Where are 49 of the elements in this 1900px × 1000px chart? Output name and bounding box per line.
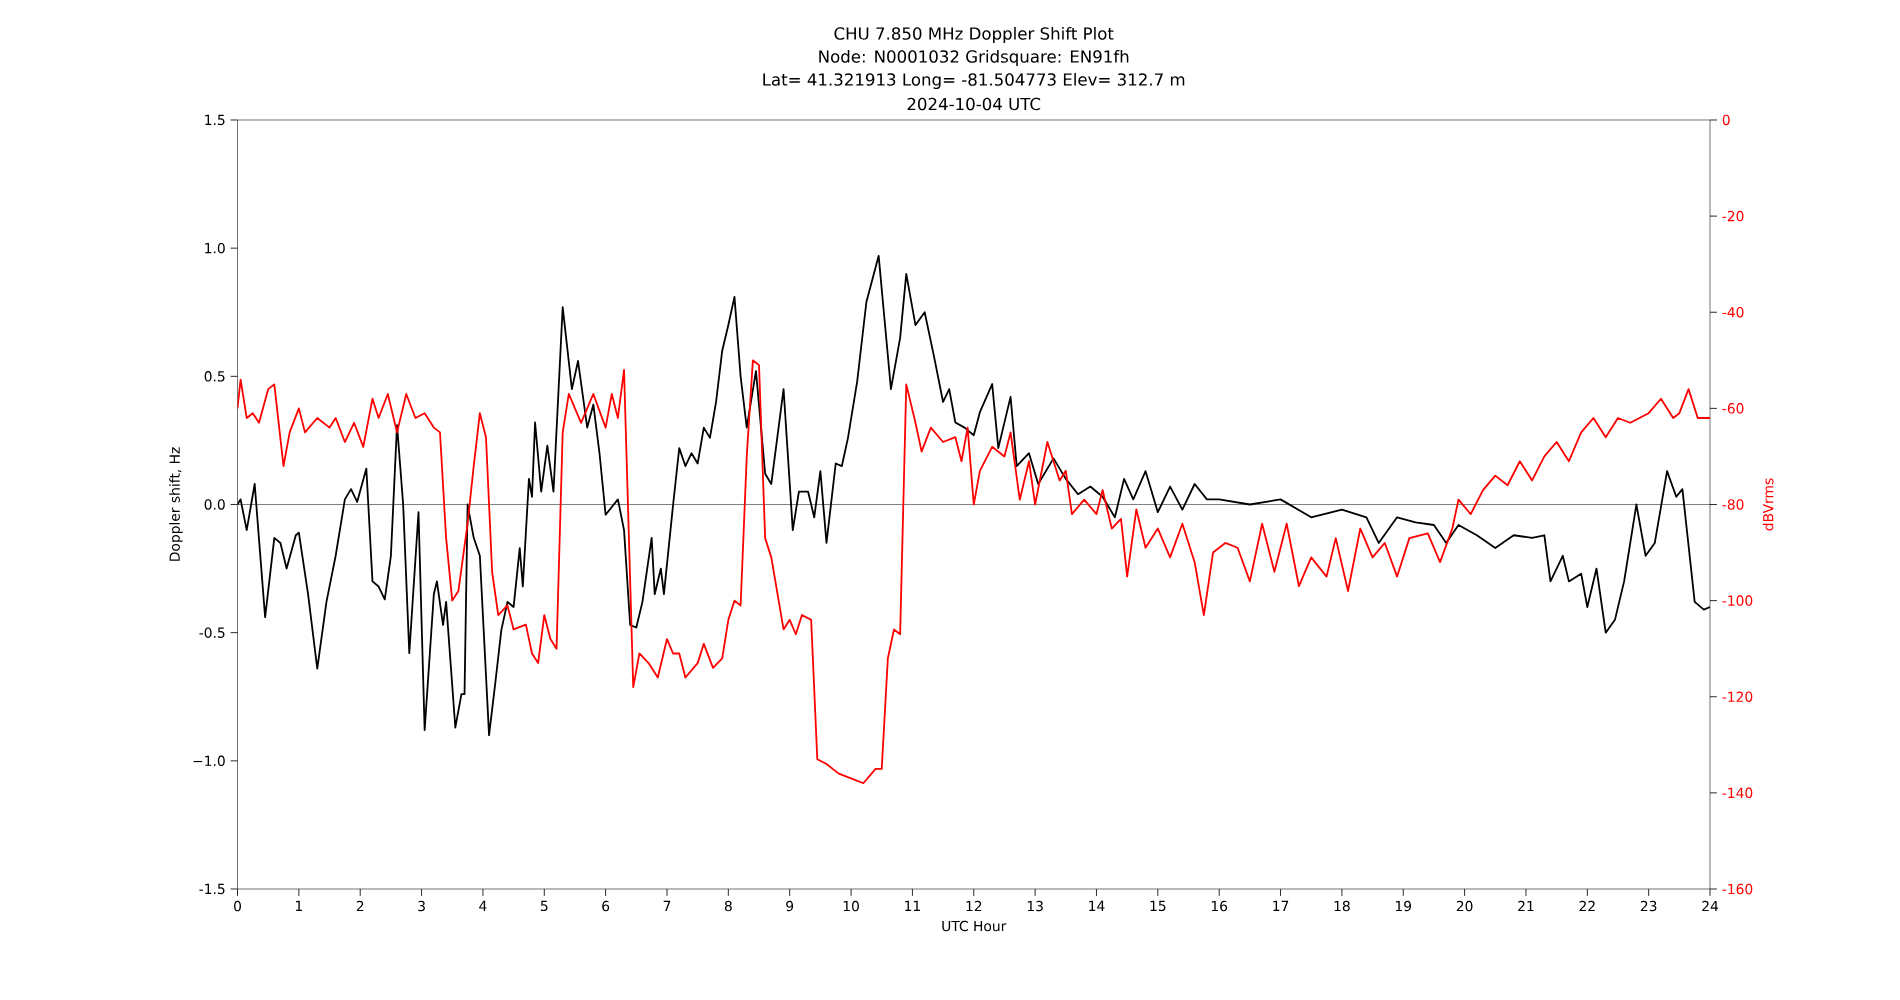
x-tick-label: 5 — [540, 900, 548, 912]
x-tick-label: 3 — [418, 900, 425, 912]
y-tick-label: 0.0 — [204, 499, 225, 510]
y2-tick-label: -20 — [1722, 210, 1744, 222]
x-tick-label: 12 — [966, 900, 982, 912]
x-tick-label: 7 — [663, 900, 671, 911]
y2-tick-label: -80 — [1722, 499, 1744, 510]
x-tick-label: 6 — [602, 900, 610, 912]
x-tick-label: 20 — [1456, 900, 1473, 912]
x-tick-label: 17 — [1273, 900, 1289, 911]
y2-tick-label: -120 — [1722, 691, 1753, 702]
y-tick-label: 1.5 — [205, 114, 225, 126]
x-tick-label: 14 — [1089, 900, 1105, 911]
y-tick-label: 1.0 — [205, 242, 225, 254]
line-series — [237, 359, 1711, 785]
x-tick-label: 10 — [843, 900, 859, 912]
text: Lat= 41.321913 Long= -81.504773 Elev= 312.7 m — [763, 72, 1185, 90]
y-tick-label: -0.5 — [199, 627, 225, 638]
x-tick-label: 11 — [905, 900, 920, 911]
x-tick-label: 8 — [724, 900, 732, 912]
chart-title: CHU 7.850 MHz Doppler Shift Plot — [834, 26, 1114, 44]
y2-tick-label: -160 — [1722, 883, 1753, 895]
x-tick-label: 2 — [356, 900, 364, 912]
x-tick-label: 15 — [1150, 900, 1166, 912]
x-tick-label: 1 — [295, 900, 302, 911]
y2-tick-label: -100 — [1722, 595, 1753, 606]
x-axis-title: UTC Hour — [942, 920, 1007, 932]
x-tick-label: 23 — [1640, 900, 1657, 912]
text: 2024-10-04 UTC — [907, 97, 1041, 111]
chart-subtitle: Node: N0001032 Gridsquare: EN91fh — [819, 49, 1129, 67]
x-tick-label: 22 — [1579, 900, 1595, 912]
y-tick-label: -1.5 — [199, 883, 225, 895]
x-tick-label: 21 — [1518, 900, 1534, 912]
x-tick-label: 4 — [479, 900, 487, 911]
y-axis-title: Doppler shift, Hz — [169, 447, 183, 561]
x-tick-label: 16 — [1211, 900, 1228, 912]
x-tick-label: 9 — [786, 900, 794, 912]
x-tick-label: 13 — [1027, 900, 1043, 912]
x-tick-label: 0 — [234, 900, 241, 912]
x-tick-label: 19 — [1395, 900, 1412, 912]
y2-tick-label: 0 — [1722, 114, 1730, 126]
x-tick-label: 18 — [1334, 900, 1350, 912]
y-tick-label: 0.5 — [204, 371, 225, 382]
y2-tick-label: -40 — [1722, 306, 1744, 318]
y2-tick-label: -60 — [1722, 403, 1744, 414]
y2-axis-title: dBVrms — [1762, 478, 1774, 531]
x-tick-label: 24 — [1702, 900, 1719, 912]
y2-tick-label: -140 — [1722, 787, 1753, 799]
y-tick-label: −1.0 — [193, 755, 225, 767]
